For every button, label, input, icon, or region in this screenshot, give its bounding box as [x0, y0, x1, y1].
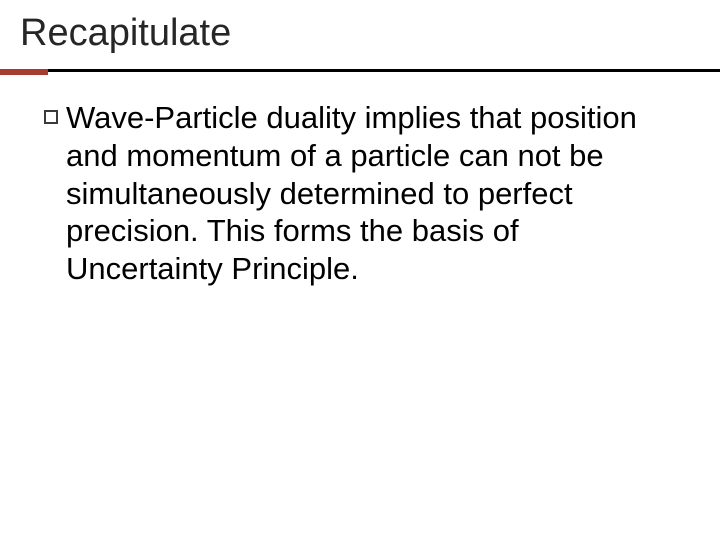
divider-line: [48, 69, 720, 72]
square-bullet-icon: [44, 110, 58, 124]
content-area: Wave-Particle duality implies that posit…: [0, 75, 720, 288]
bullet-item: Wave-Particle duality implies that posit…: [44, 99, 680, 288]
body-text: Wave-Particle duality implies that posit…: [66, 99, 680, 288]
divider-accent: [0, 69, 48, 75]
slide-title: Recapitulate: [20, 12, 720, 55]
title-block: Recapitulate: [0, 0, 720, 55]
